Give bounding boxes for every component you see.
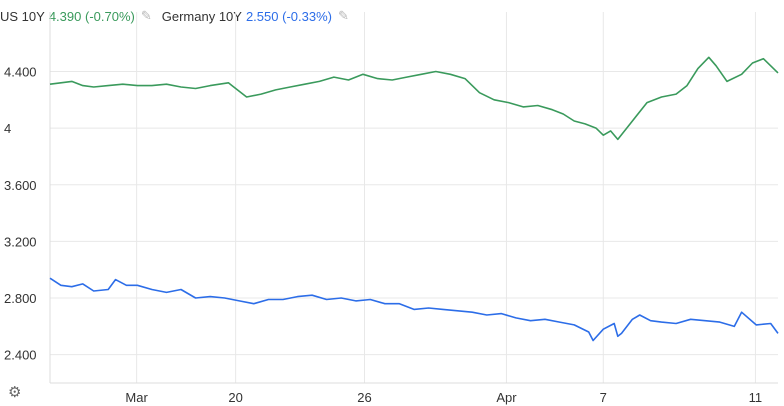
series-line-germany-10y (49, 277, 779, 342)
y-tick-label: 3.600 (4, 178, 37, 193)
legend-series-value: 4.390 (48, 8, 82, 24)
x-tick-label: 11 (749, 390, 763, 405)
series-line-us-10y (49, 56, 779, 141)
legend-item: US 10Y 4.390 (-0.70%) ✎ (0, 8, 152, 24)
x-tick-label: 20 (228, 390, 242, 405)
pencil-icon[interactable]: ✎ (337, 8, 349, 23)
x-tick-label: 26 (357, 390, 371, 405)
x-tick-label: Apr (496, 390, 517, 405)
legend-series-value: 2.550 (245, 8, 279, 24)
y-tick-label: 4.400 (4, 64, 37, 79)
y-tick-label: 2.400 (4, 348, 37, 363)
x-tick-label: Mar (125, 390, 148, 405)
y-tick-label: 3.200 (4, 234, 37, 249)
legend-series-name: Germany 10Y (161, 8, 242, 24)
chart-legend: US 10Y 4.390 (-0.70%) ✎ Germany 10Y 2.550 (-… (0, 6, 359, 26)
y-tick-label: 2.800 (4, 291, 37, 306)
y-tick-label: 4 (4, 121, 11, 136)
legend-series-change: (-0.33%) (282, 8, 332, 24)
pencil-icon[interactable]: ✎ (140, 8, 152, 23)
legend-item: Germany 10Y 2.550 (-0.33%) ✎ (162, 8, 349, 24)
legend-series-change: (-0.70%) (84, 8, 135, 24)
legend-series-name: US 10Y (0, 8, 45, 24)
gear-icon[interactable]: ⚙ (8, 384, 22, 401)
x-tick-label: 7 (600, 390, 607, 405)
